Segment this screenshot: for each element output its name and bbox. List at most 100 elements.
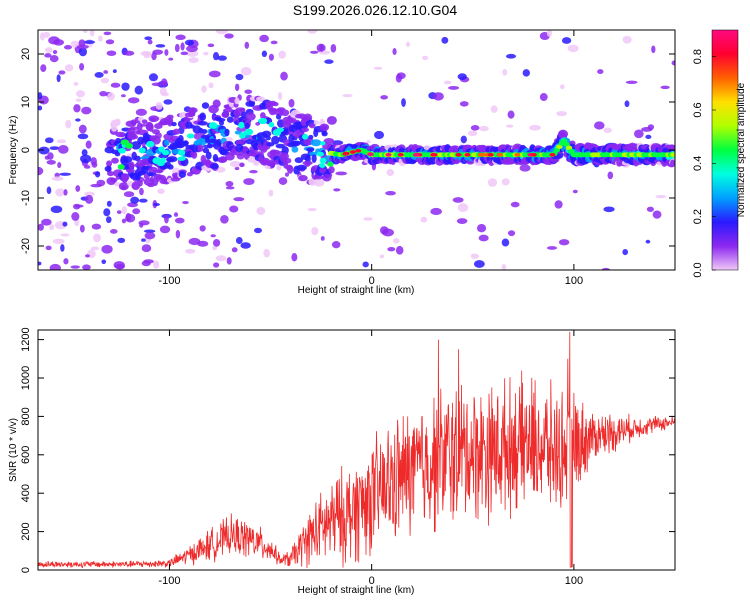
noise-blob [216, 30, 228, 35]
noise-blob [49, 224, 55, 231]
ridge-blob [323, 137, 335, 145]
noise-blob [320, 236, 325, 241]
ridge-blob [205, 151, 212, 160]
ridge-blob [148, 122, 154, 132]
cluster-spot [268, 121, 275, 128]
noise-blob [278, 50, 286, 59]
noise-blob [49, 263, 61, 270]
noise-blob [175, 34, 186, 41]
noise-blob [452, 197, 464, 203]
noise-blob [173, 212, 179, 217]
noise-blob [510, 201, 520, 208]
ridge-blob [271, 135, 280, 145]
noise-blob [93, 233, 101, 243]
noise-blob [373, 66, 383, 70]
noise-blob [224, 33, 234, 39]
ridge-hotspot [349, 150, 356, 154]
ridge-blob [114, 182, 121, 187]
noise-blob [651, 45, 656, 54]
noise-blob [625, 80, 638, 84]
x-tick-label: -100 [158, 275, 180, 287]
ridge-blob [306, 147, 315, 152]
noise-blob [185, 248, 196, 254]
ridge-blob [296, 164, 307, 171]
noise-blob [342, 93, 353, 98]
noise-blob [130, 196, 140, 204]
noise-blob [505, 53, 517, 59]
ridge-blob [141, 119, 148, 124]
noise-blob [478, 234, 489, 242]
noise-blob [70, 40, 79, 48]
noise-blob [71, 212, 80, 221]
noise-blob [44, 137, 54, 144]
noise-blob [460, 135, 467, 144]
noise-blob [180, 42, 185, 51]
ridge-blob [106, 160, 113, 168]
ridge-hotspot [385, 153, 392, 157]
noise-blob [38, 92, 43, 100]
noise-blob [212, 239, 221, 247]
noise-blob [143, 229, 156, 233]
cluster-spot [316, 151, 324, 157]
noise-blob [203, 51, 209, 56]
snr-frame [37, 329, 676, 571]
ridge-blob [281, 109, 290, 117]
noise-blob [163, 99, 173, 105]
noise-blob [490, 105, 498, 113]
noise-blob [63, 189, 68, 196]
noise-blob [633, 129, 644, 139]
cluster-spot [208, 122, 218, 129]
noise-blob [84, 254, 90, 258]
x-tick-label: 0 [369, 275, 375, 287]
noise-blob [199, 225, 206, 232]
ridge-blob [276, 164, 282, 171]
noise-blob [505, 124, 514, 128]
noise-blob [59, 172, 72, 176]
noise-blob [324, 59, 334, 64]
noise-blob [401, 98, 406, 107]
ridge-blob [226, 116, 234, 123]
ridge-blob [668, 144, 675, 151]
colorbar-tick-label: 0.0 [692, 262, 704, 277]
ridge-blob [172, 128, 181, 135]
ridge-blob [136, 122, 143, 131]
noise-blob [208, 70, 221, 78]
ridge-blob [669, 159, 675, 168]
noise-blob [476, 224, 487, 233]
noise-blob [236, 126, 247, 132]
noise-blob [144, 36, 153, 41]
noise-blob [607, 171, 614, 180]
noise-blob [77, 133, 89, 140]
noise-blob [135, 108, 147, 116]
ridge-blob [319, 167, 326, 174]
colorbar-tick-label: 0.6 [692, 102, 704, 117]
ridge-blob [557, 129, 569, 139]
noise-blob [311, 227, 319, 236]
noise-blob [280, 71, 288, 81]
ridge-blob [218, 156, 228, 163]
noise-blob [123, 191, 135, 198]
noise-blob [224, 137, 233, 142]
noise-blob [73, 104, 81, 113]
ridge-hotspot [412, 153, 419, 157]
noise-blob [121, 82, 130, 91]
noise-blob [175, 229, 181, 239]
noise-blob [231, 247, 238, 253]
noise-blob [457, 203, 469, 212]
colorbar: 0.0 0.2 0.4 0.6 0.8 Normalized spectral ampl… [692, 29, 747, 278]
noise-blob [106, 50, 117, 56]
noise-blob [42, 31, 51, 38]
noise-blob [501, 178, 510, 186]
ridge-blob [326, 115, 337, 125]
noise-blob [284, 172, 290, 177]
noise-blob [572, 189, 578, 194]
cluster-spot [138, 147, 146, 154]
ridge-blob [313, 120, 319, 126]
ridge-blob [120, 173, 130, 182]
y-tick-label: 20 [20, 48, 32, 60]
noise-blob [645, 239, 651, 244]
noise-blob [151, 52, 157, 61]
cluster-spot [319, 162, 326, 169]
noise-blob [233, 197, 245, 202]
noise-blob [459, 101, 469, 107]
